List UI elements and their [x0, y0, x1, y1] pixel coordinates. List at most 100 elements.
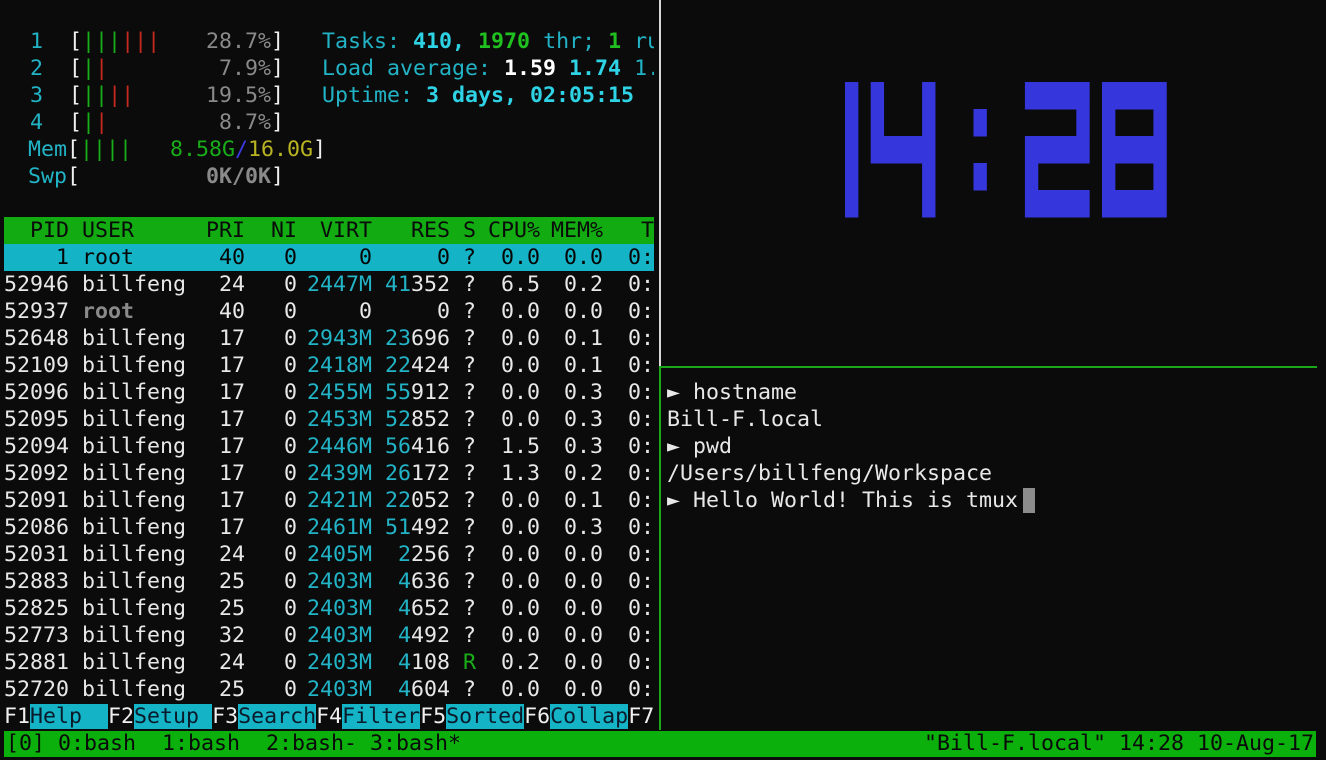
process-cpu: 0.0 [500, 542, 540, 567]
process-row[interactable]: 52773 billfeng 32 0 2403M 4492? 0.0 0.0 0: [0, 622, 654, 649]
process-s: ? [463, 488, 477, 513]
clock-pixel [1153, 136, 1167, 164]
process-ni: 0 [283, 461, 297, 486]
process-user: billfeng [82, 407, 187, 432]
clock-pixel [1063, 190, 1077, 218]
fkey-f6[interactable]: F6 [524, 704, 551, 729]
fkey-f2[interactable]: F2 [108, 704, 135, 729]
process-row[interactable]: 52881 billfeng 24 0 2403M 4108 R 0.2 0.0 0: [0, 649, 654, 676]
column-header-ni[interactable]: NI [270, 218, 297, 243]
fkey-label[interactable]: Sorted [446, 704, 525, 729]
process-pri: 25 [218, 569, 245, 594]
process-res: 22424 [384, 353, 450, 378]
process-s: ? [463, 380, 477, 405]
fkey-f5[interactable]: F5 [420, 704, 447, 729]
clock-pixel [1024, 136, 1039, 164]
column-header-cpu-pct[interactable]: CPU% [487, 218, 540, 243]
clock-pixel [845, 136, 859, 164]
tmux-windows[interactable]: 0:bash 1:bash 2:bash- 3:bash* [58, 731, 462, 756]
process-s: R [463, 650, 477, 675]
process-row[interactable]: 52825 billfeng 25 0 2403M 4652? 0.0 0.0 0: [0, 595, 654, 622]
process-row[interactable]: 52946 billfeng 24 0 2447M 41352? 6.5 0.2 0: [0, 271, 654, 298]
process-time: 0: [628, 272, 655, 297]
column-header-virt[interactable]: VIRT [319, 218, 372, 243]
pane-divider-vertical-top[interactable] [659, 0, 661, 366]
clock-pixel [870, 136, 885, 164]
process-res: 4492 [397, 623, 450, 648]
tmux-status-right: "Bill-F.local" 14:28 10-Aug-17 [923, 731, 1314, 756]
process-mem: 0.0 [563, 677, 603, 702]
clock-pane [845, 82, 1167, 218]
column-header-pri[interactable]: PRI [205, 218, 245, 243]
clock-pixel [1102, 190, 1116, 218]
clock-pixel [1153, 163, 1167, 191]
process-row[interactable]: 52094 billfeng 17 0 2446M 56416? 1.5 0.3 0: [0, 433, 654, 460]
process-row[interactable]: 1 root 40 0 0 0? 0.0 0.0 0: [4, 244, 654, 271]
process-mem: 0.2 [563, 461, 603, 486]
fkey-f1[interactable]: F1 [4, 704, 31, 729]
process-user: billfeng [82, 542, 187, 567]
process-row[interactable]: 52086 billfeng 17 0 2461M 51492? 0.0 0.3 0: [0, 514, 654, 541]
process-user: billfeng [82, 677, 187, 702]
column-header-user[interactable]: USER [82, 218, 135, 243]
column-header-t[interactable]: T [640, 218, 654, 243]
process-cpu: 0.0 [500, 353, 540, 378]
process-s: ? [463, 461, 477, 486]
fkey-f3[interactable]: F3 [212, 704, 239, 729]
fkey-f7[interactable]: F7 [628, 704, 654, 729]
fkey-label[interactable]: Help [30, 704, 109, 729]
pane-divider-horizontal[interactable] [661, 366, 1317, 368]
process-ni: 0 [283, 299, 297, 324]
clock-digit-8 [1102, 82, 1167, 218]
process-row[interactable]: 52091 billfeng 17 0 2421M 22052? 0.0 0.1 0: [0, 487, 654, 514]
column-header-mem-pct[interactable]: MEM% [550, 218, 603, 243]
process-row[interactable]: 52096 billfeng 17 0 2455M 55912? 0.0 0.3 0: [0, 379, 654, 406]
process-user: billfeng [82, 596, 187, 621]
process-time: 0: [628, 407, 655, 432]
tmux-window-list[interactable]: [0] 0:bash 1:bash 2:bash- 3:bash* [6, 731, 461, 758]
process-row[interactable]: 52109 billfeng 17 0 2418M 22424? 0.0 0.1 0: [0, 352, 654, 379]
process-cpu: 1.5 [500, 434, 540, 459]
process-row[interactable]: 52720 billfeng 25 0 2403M 4604? 0.0 0.0 0: [0, 676, 654, 703]
column-header-pid[interactable]: PID [29, 218, 69, 243]
clock-pixel [922, 163, 936, 191]
fkey-label[interactable]: Filter [342, 704, 421, 729]
pane-divider-vertical-bottom[interactable] [659, 366, 661, 730]
mem-meter: Mem[|||| [28, 137, 133, 162]
process-pid: 52937 [3, 299, 69, 324]
clock-pixel [922, 109, 936, 137]
clock-pixel [845, 190, 859, 218]
process-row[interactable]: 52092 billfeng 17 0 2439M 26172? 1.3 0.2 0: [0, 460, 654, 487]
process-cpu: 0.0 [500, 407, 540, 432]
process-time: 0: [628, 353, 655, 378]
fkey-label[interactable]: Collap [550, 704, 629, 729]
process-row[interactable]: 52095 billfeng 17 0 2453M 52852? 0.0 0.3 0: [0, 406, 654, 433]
process-row[interactable]: 52883 billfeng 25 0 2403M 4636? 0.0 0.0 0: [0, 568, 654, 595]
process-row[interactable]: 52031 billfeng 24 0 2405M 2256? 0.0 0.0 0: [0, 541, 654, 568]
process-ni: 0 [283, 569, 297, 594]
cpu-bar-user: | [82, 56, 96, 81]
clock-pixel [845, 82, 859, 110]
process-virt: 2418M [306, 353, 372, 378]
process-s: ? [463, 353, 477, 378]
process-table-header[interactable]: PID USER PRI NI VIRT RES S CPU% MEM% T [4, 217, 654, 244]
process-pid: 52109 [3, 353, 69, 378]
process-mem: 0.1 [563, 326, 603, 351]
process-row[interactable]: 52937 root 40 0 0 0? 0.0 0.0 0: [0, 298, 654, 325]
column-header-res[interactable]: RES [410, 218, 450, 243]
clock-pixel [1153, 109, 1167, 137]
process-row[interactable]: 52648 billfeng 17 0 2943M 23696? 0.0 0.1 0: [0, 325, 654, 352]
process-pid: 52095 [3, 407, 69, 432]
cpu-label: 1 [30, 29, 44, 54]
clock-digit-1 [845, 82, 859, 218]
fkey-label[interactable]: Setup [134, 704, 213, 729]
tasks-line: Tasks: 410, 1970 thr; 1 ru [322, 29, 654, 54]
uptime-line: Uptime: 3 days, 02:05:15 [322, 83, 635, 108]
process-pri: 17 [218, 380, 245, 405]
shell-output-line: Bill-F.local [667, 407, 824, 432]
column-header-s[interactable]: S [463, 218, 477, 243]
process-pid: 52648 [3, 326, 69, 351]
fkey-label[interactable]: Search [238, 704, 317, 729]
fkey-f4[interactable]: F4 [316, 704, 343, 729]
cpu-bar-user: | [82, 110, 96, 135]
